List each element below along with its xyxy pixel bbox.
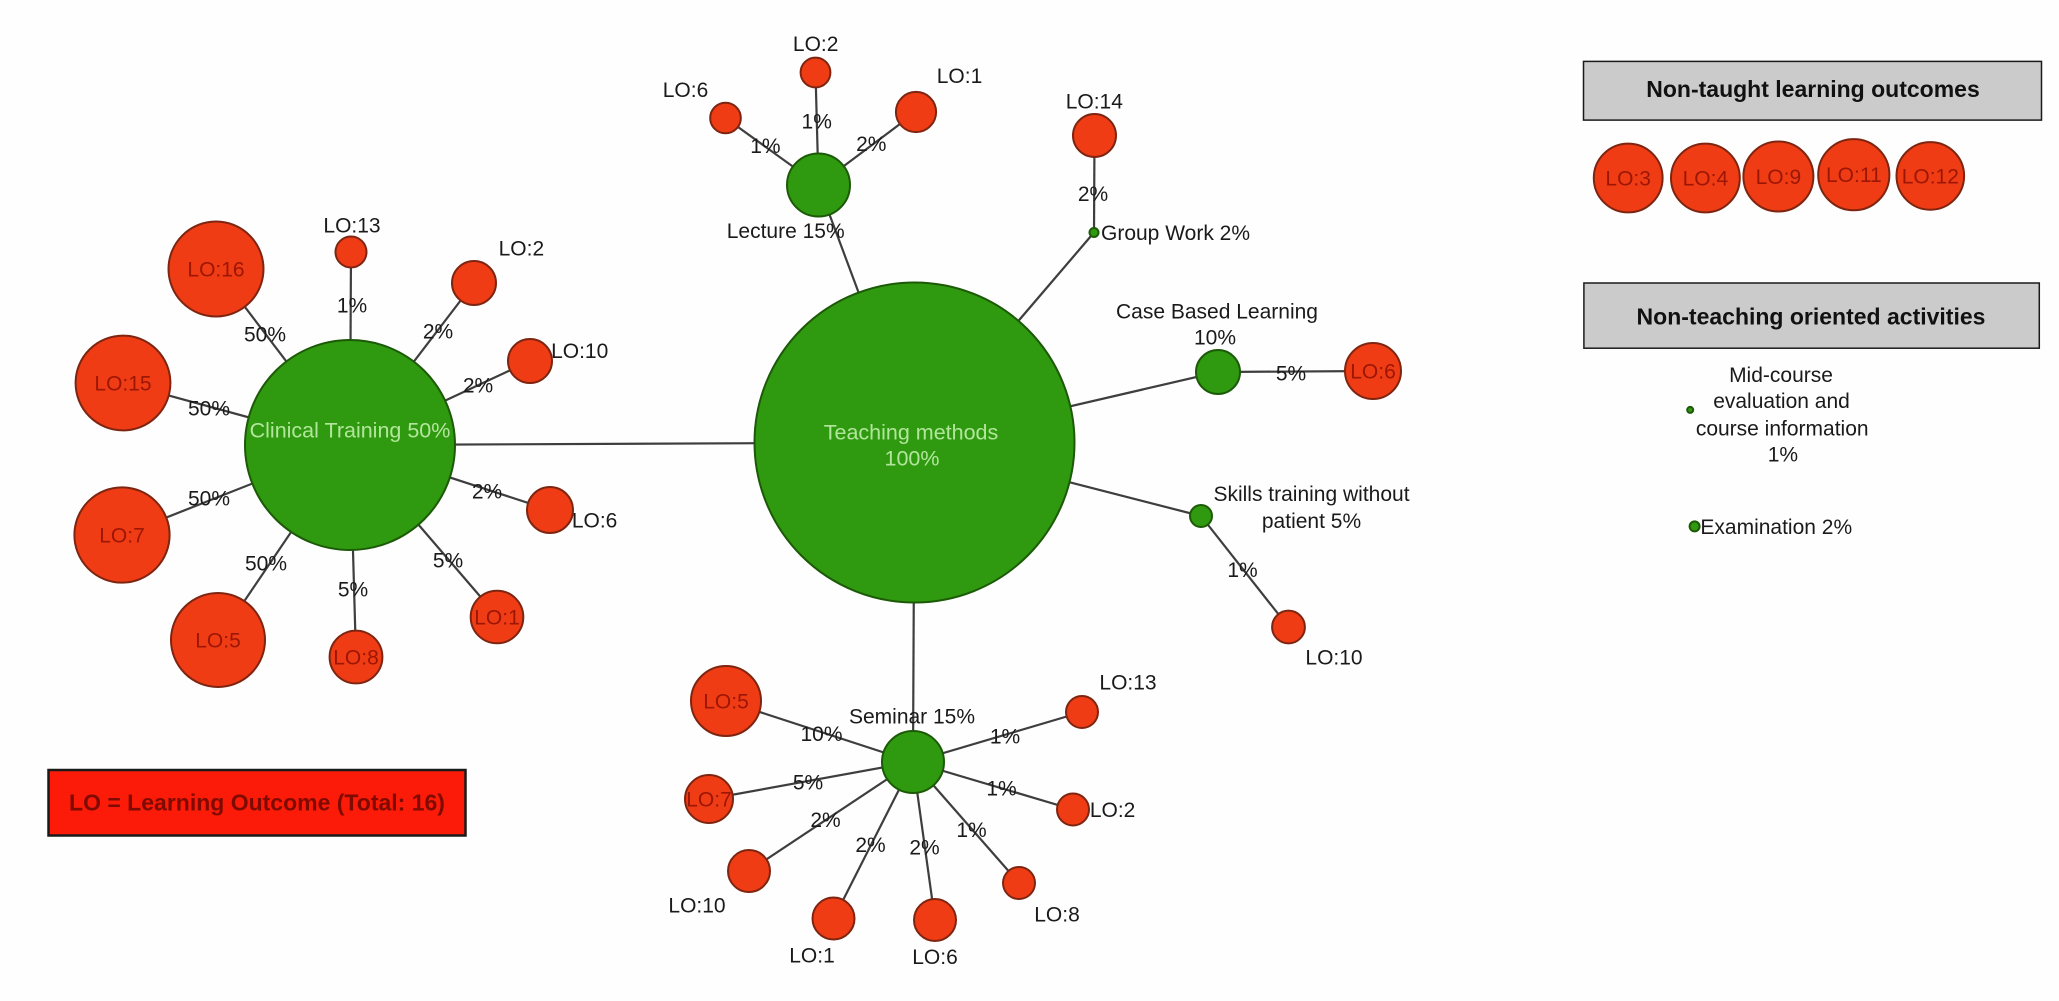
svg-text:100%: 100% bbox=[885, 447, 940, 471]
svg-text:5%: 5% bbox=[793, 772, 823, 795]
svg-text:1%: 1% bbox=[956, 819, 986, 842]
svg-text:LO:6: LO:6 bbox=[1350, 361, 1396, 384]
svg-text:LO:5: LO:5 bbox=[195, 630, 241, 653]
svg-text:LO:15: LO:15 bbox=[94, 373, 151, 396]
svg-text:1%: 1% bbox=[1768, 444, 1798, 467]
svg-text:Clinical Training 50%: Clinical Training 50% bbox=[250, 419, 451, 443]
svg-text:2%: 2% bbox=[463, 375, 493, 398]
svg-text:2%: 2% bbox=[810, 809, 840, 832]
svg-text:2%: 2% bbox=[472, 481, 502, 504]
svg-text:LO:14: LO:14 bbox=[1066, 91, 1124, 114]
svg-text:LO:1: LO:1 bbox=[789, 945, 835, 968]
svg-text:Case Based Learning: Case Based Learning bbox=[1116, 301, 1318, 324]
svg-text:LO:6: LO:6 bbox=[572, 509, 618, 532]
svg-text:LO:3: LO:3 bbox=[1605, 168, 1651, 191]
svg-text:5%: 5% bbox=[338, 579, 368, 602]
svg-text:2%: 2% bbox=[855, 834, 885, 857]
svg-text:evaluation and: evaluation and bbox=[1713, 390, 1850, 413]
svg-text:10%: 10% bbox=[1194, 327, 1236, 350]
svg-text:5%: 5% bbox=[433, 550, 463, 573]
svg-text:2%: 2% bbox=[1078, 183, 1108, 206]
svg-text:LO:7: LO:7 bbox=[99, 525, 145, 548]
svg-text:10%: 10% bbox=[800, 723, 842, 746]
svg-text:2%: 2% bbox=[856, 133, 886, 156]
svg-text:2%: 2% bbox=[909, 837, 939, 860]
svg-text:LO:10: LO:10 bbox=[1305, 647, 1362, 670]
svg-text:LO:6: LO:6 bbox=[912, 946, 958, 969]
svg-text:LO:2: LO:2 bbox=[793, 33, 839, 56]
svg-text:LO = Learning Outcome (Total:: LO = Learning Outcome (Total: 16) bbox=[69, 790, 445, 816]
svg-text:1%: 1% bbox=[802, 110, 832, 133]
svg-text:Lecture 15%: Lecture 15% bbox=[727, 220, 845, 243]
svg-text:LO:1: LO:1 bbox=[937, 65, 983, 88]
svg-text:patient 5%: patient 5% bbox=[1262, 510, 1361, 533]
svg-text:50%: 50% bbox=[188, 488, 230, 511]
svg-text:Teaching methods: Teaching methods bbox=[824, 421, 999, 445]
svg-text:LO:6: LO:6 bbox=[663, 79, 709, 102]
svg-text:Skills training without: Skills training without bbox=[1213, 483, 1409, 506]
svg-text:LO:13: LO:13 bbox=[323, 215, 380, 238]
svg-text:LO:11: LO:11 bbox=[1826, 164, 1882, 187]
svg-text:1%: 1% bbox=[990, 726, 1020, 749]
svg-text:Group Work 2%: Group Work 2% bbox=[1101, 222, 1250, 245]
svg-text:LO:10: LO:10 bbox=[551, 340, 608, 363]
svg-text:50%: 50% bbox=[245, 553, 287, 576]
svg-text:LO:2: LO:2 bbox=[499, 238, 545, 261]
svg-text:50%: 50% bbox=[188, 398, 230, 421]
svg-text:LO:5: LO:5 bbox=[703, 691, 749, 714]
svg-text:Non-teaching oriented activiti: Non-teaching oriented activities bbox=[1637, 303, 1986, 329]
svg-text:5%: 5% bbox=[1276, 363, 1306, 386]
svg-text:Non-taught learning outcomes: Non-taught learning outcomes bbox=[1646, 76, 1980, 102]
svg-text:1%: 1% bbox=[337, 295, 367, 318]
svg-text:2%: 2% bbox=[423, 321, 453, 344]
svg-text:1%: 1% bbox=[1227, 559, 1257, 582]
svg-text:1%: 1% bbox=[986, 778, 1016, 801]
svg-text:LO:13: LO:13 bbox=[1099, 672, 1156, 695]
svg-text:LO:16: LO:16 bbox=[187, 259, 244, 282]
svg-text:1%: 1% bbox=[750, 135, 780, 158]
svg-text:LO:7: LO:7 bbox=[686, 789, 732, 812]
svg-text:LO:4: LO:4 bbox=[1683, 168, 1729, 191]
svg-text:LO:8: LO:8 bbox=[1034, 904, 1080, 927]
svg-text:LO:12: LO:12 bbox=[1902, 165, 1959, 188]
svg-text:LO:10: LO:10 bbox=[668, 895, 725, 918]
svg-text:LO:9: LO:9 bbox=[1756, 166, 1802, 189]
svg-text:course information: course information bbox=[1696, 417, 1869, 440]
svg-text:50%: 50% bbox=[244, 324, 286, 347]
svg-text:Examination 2%: Examination 2% bbox=[1700, 516, 1852, 539]
svg-text:LO:2: LO:2 bbox=[1090, 799, 1136, 822]
svg-text:LO:8: LO:8 bbox=[333, 647, 379, 670]
svg-text:Mid-course: Mid-course bbox=[1729, 364, 1833, 387]
svg-text:Seminar 15%: Seminar 15% bbox=[849, 706, 975, 729]
svg-text:LO:1: LO:1 bbox=[474, 607, 520, 630]
